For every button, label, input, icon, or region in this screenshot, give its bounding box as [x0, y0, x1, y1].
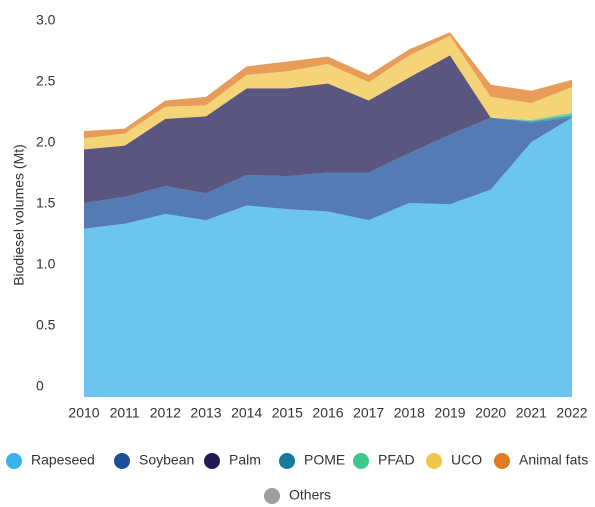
x-tick-label: 2010	[68, 405, 99, 421]
area	[84, 117, 572, 398]
legend-swatch	[6, 453, 22, 469]
x-tick-label: 2019	[434, 405, 465, 421]
legend-swatch	[114, 453, 130, 469]
x-tick-label: 2011	[110, 405, 140, 421]
y-tick-label: 2.5	[36, 73, 56, 89]
x-tick-label: 2015	[272, 405, 303, 421]
legend-label: Rapeseed	[31, 452, 95, 468]
legend-swatch	[426, 453, 442, 469]
legend-swatch	[279, 453, 295, 469]
legend-label: Others	[289, 487, 331, 503]
x-tick-label: 2020	[475, 405, 506, 421]
legend-label: Animal fats	[519, 452, 588, 468]
x-tick-label: 2022	[556, 405, 587, 421]
legend-label: Palm	[229, 452, 261, 468]
x-tick-label: 2012	[150, 405, 181, 421]
y-tick-label: 2.0	[36, 134, 56, 150]
x-tick-label: 2018	[394, 405, 425, 421]
y-tick-label: 1.0	[36, 256, 56, 272]
area	[84, 32, 572, 139]
legend-swatch	[264, 488, 280, 504]
y-tick-label: 0	[36, 378, 44, 394]
legend-label: POME	[304, 452, 345, 468]
y-tick-label: 1.5	[36, 195, 56, 211]
y-axis-label: Biodiesel volumes (Mt)	[11, 144, 27, 286]
x-tick-label: 2014	[231, 405, 262, 421]
x-tick-label: 2017	[353, 405, 384, 421]
legend-label: Soybean	[139, 452, 194, 468]
y-tick-label: 0.5	[36, 317, 56, 333]
legend-swatch	[353, 453, 369, 469]
legend-label: PFAD	[378, 452, 415, 468]
x-tick-label: 2013	[190, 405, 221, 421]
legend-swatch	[494, 453, 510, 469]
x-tick-label: 2016	[312, 405, 343, 421]
area	[84, 55, 572, 204]
legend-label: UCO	[451, 452, 482, 468]
y-tick-label: 3.0	[36, 12, 56, 28]
area	[84, 35, 572, 150]
x-tick-label: 2021	[516, 405, 547, 421]
area	[84, 117, 572, 229]
legend-swatch	[204, 453, 220, 469]
